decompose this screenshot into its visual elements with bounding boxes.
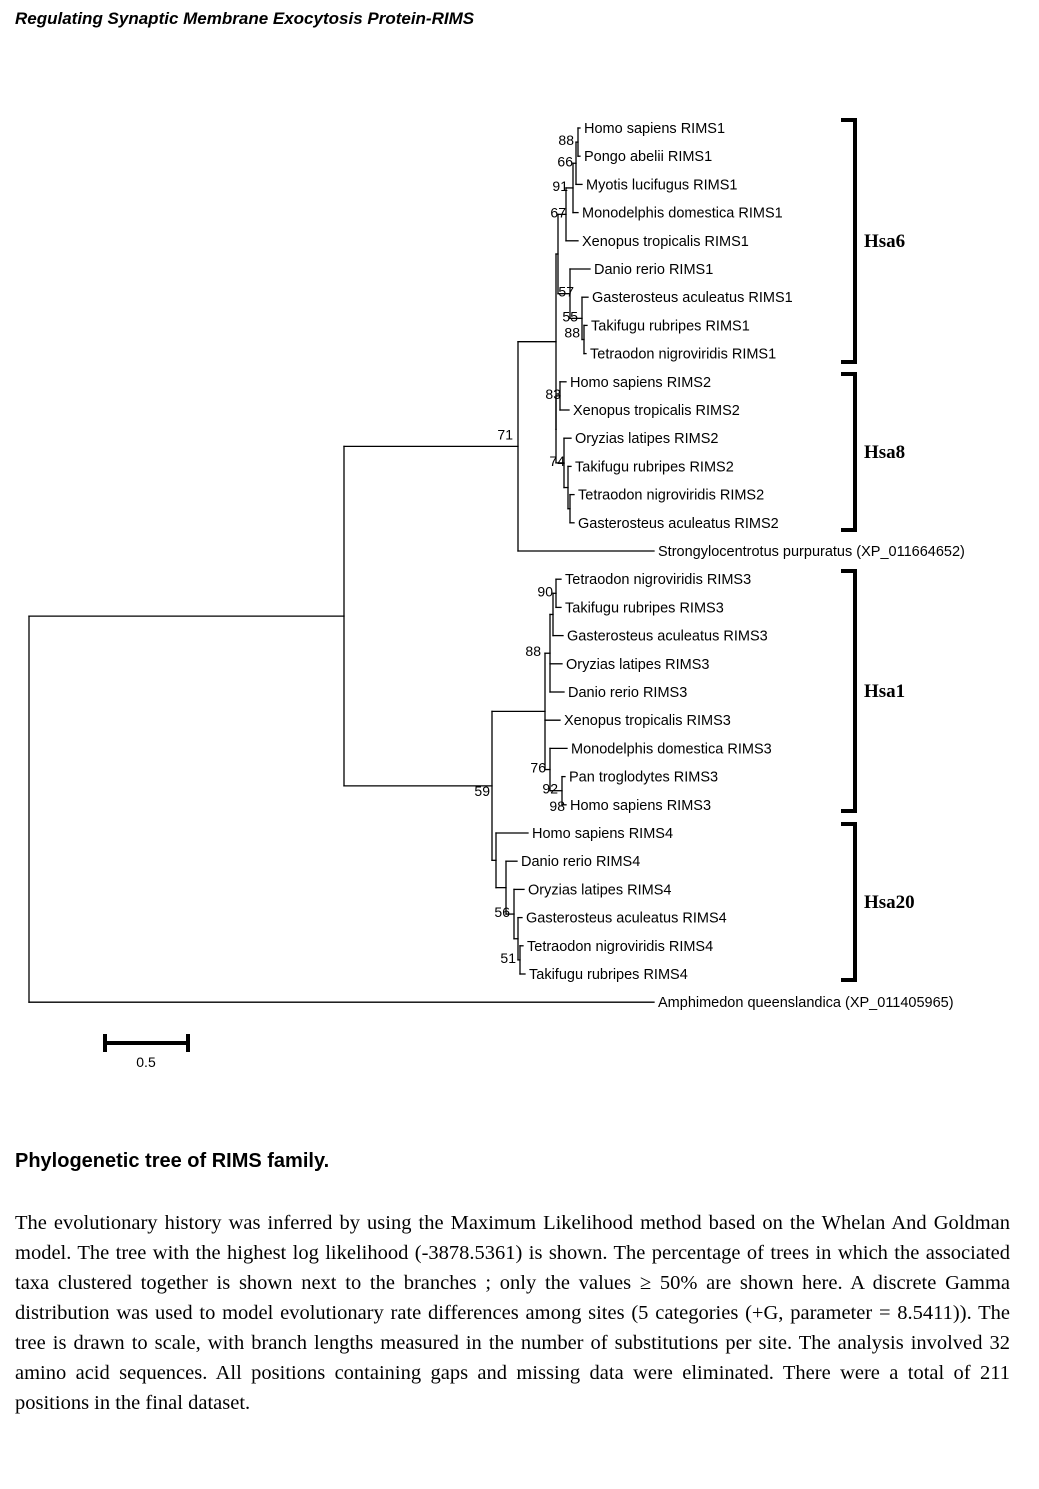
taxon-label: Danio rerio RIMS1: [594, 262, 713, 278]
clade-label: Hsa6: [864, 231, 905, 252]
taxon-label: Tetraodon nigroviridis RIMS2: [578, 488, 764, 504]
taxon-label: Pongo abelii RIMS1: [584, 149, 712, 165]
taxon-label: Tetraodon nigroviridis RIMS3: [565, 572, 751, 588]
taxon-label: Pan troglodytes RIMS3: [569, 770, 718, 786]
caption-title: Phylogenetic tree of RIMS family.: [15, 1150, 330, 1172]
taxon-label: Danio rerio RIMS3: [568, 685, 687, 701]
taxon-label: Amphimedon queenslandica (XP_011405965): [658, 995, 954, 1011]
taxon-label: Takifugu rubripes RIMS1: [591, 318, 750, 334]
taxon-label: Xenopus tropicalis RIMS3: [564, 713, 731, 729]
taxon-label: Myotis lucifugus RIMS1: [586, 177, 738, 193]
clade-bracket: [841, 372, 857, 532]
clade-bracket: [841, 118, 857, 364]
page-header: Regulating Synaptic Membrane Exocytosis …: [15, 9, 475, 28]
taxon-label: Oryzias latipes RIMS4: [528, 882, 671, 898]
bootstrap-value: 59: [474, 783, 490, 799]
bootstrap-value: 88: [558, 132, 574, 148]
taxon-label: Tetraodon nigroviridis RIMS4: [527, 939, 713, 955]
taxon-label: Danio rerio RIMS4: [521, 854, 640, 870]
caption-body: The evolutionary history was inferred by…: [15, 1212, 1010, 1414]
taxon-label: Takifugu rubripes RIMS4: [529, 967, 688, 983]
taxon-label: Homo sapiens RIMS1: [584, 121, 725, 137]
bootstrap-value: 51: [500, 950, 516, 966]
clade-label: Hsa1: [864, 681, 905, 702]
bootstrap-value: 55: [562, 308, 578, 324]
scale-bar: 0.5: [103, 1034, 190, 1070]
bootstrap-value: 91: [552, 178, 568, 194]
bootstrap-value: 92: [542, 781, 558, 797]
bootstrap-value: 76: [530, 760, 546, 776]
taxon-label: Tetraodon nigroviridis RIMS1: [590, 347, 776, 363]
bootstrap-value: 83: [545, 386, 561, 402]
taxon-label: Oryzias latipes RIMS2: [575, 431, 718, 447]
taxon-label: Monodelphis domestica RIMS3: [571, 741, 772, 757]
taxon-label: Xenopus tropicalis RIMS1: [582, 234, 749, 250]
clade-label: Hsa8: [864, 442, 905, 463]
taxon-label: Takifugu rubripes RIMS3: [565, 600, 724, 616]
bootstrap-value: 88: [564, 325, 580, 341]
taxon-label: Takifugu rubripes RIMS2: [575, 459, 734, 475]
bootstrap-value: 66: [557, 153, 573, 169]
bootstrap-value: 90: [537, 583, 553, 599]
taxon-label: Oryzias latipes RIMS3: [566, 657, 709, 673]
clade-bracket: [841, 822, 857, 982]
bootstrap-value: 56: [494, 904, 510, 920]
scale-bar-label: 0.5: [136, 1054, 156, 1070]
phylogenetic-tree: Homo sapiens RIMS1 Pongo abelii RIMS1 88 My…: [28, 118, 965, 1070]
bootstrap-value: 67: [550, 204, 566, 220]
bootstrap-value: 57: [558, 284, 574, 300]
taxon-label: Gasterosteus aculeatus RIMS1: [592, 290, 793, 306]
taxon-label: Homo sapiens RIMS2: [570, 375, 711, 391]
taxon-label: Strongylocentrotus purpuratus (XP_011664…: [658, 544, 965, 560]
bootstrap-value: 88: [525, 643, 541, 659]
taxon-label: Gasterosteus aculeatus RIMS4: [526, 911, 727, 927]
taxon-label: Gasterosteus aculeatus RIMS3: [567, 629, 768, 645]
taxon-label: Xenopus tropicalis RIMS2: [573, 403, 740, 419]
taxon-label: Monodelphis domestica RIMS1: [582, 206, 783, 222]
bootstrap-value: 98: [549, 798, 565, 814]
bootstrap-value: 71: [497, 426, 513, 442]
clade-label: Hsa20: [864, 892, 915, 913]
taxon-label: Homo sapiens RIMS3: [570, 798, 711, 814]
taxon-label: Gasterosteus aculeatus RIMS2: [578, 516, 779, 532]
taxon-label: Homo sapiens RIMS4: [532, 826, 673, 842]
bootstrap-value: 74: [549, 453, 565, 469]
clade-bracket: [841, 569, 857, 813]
